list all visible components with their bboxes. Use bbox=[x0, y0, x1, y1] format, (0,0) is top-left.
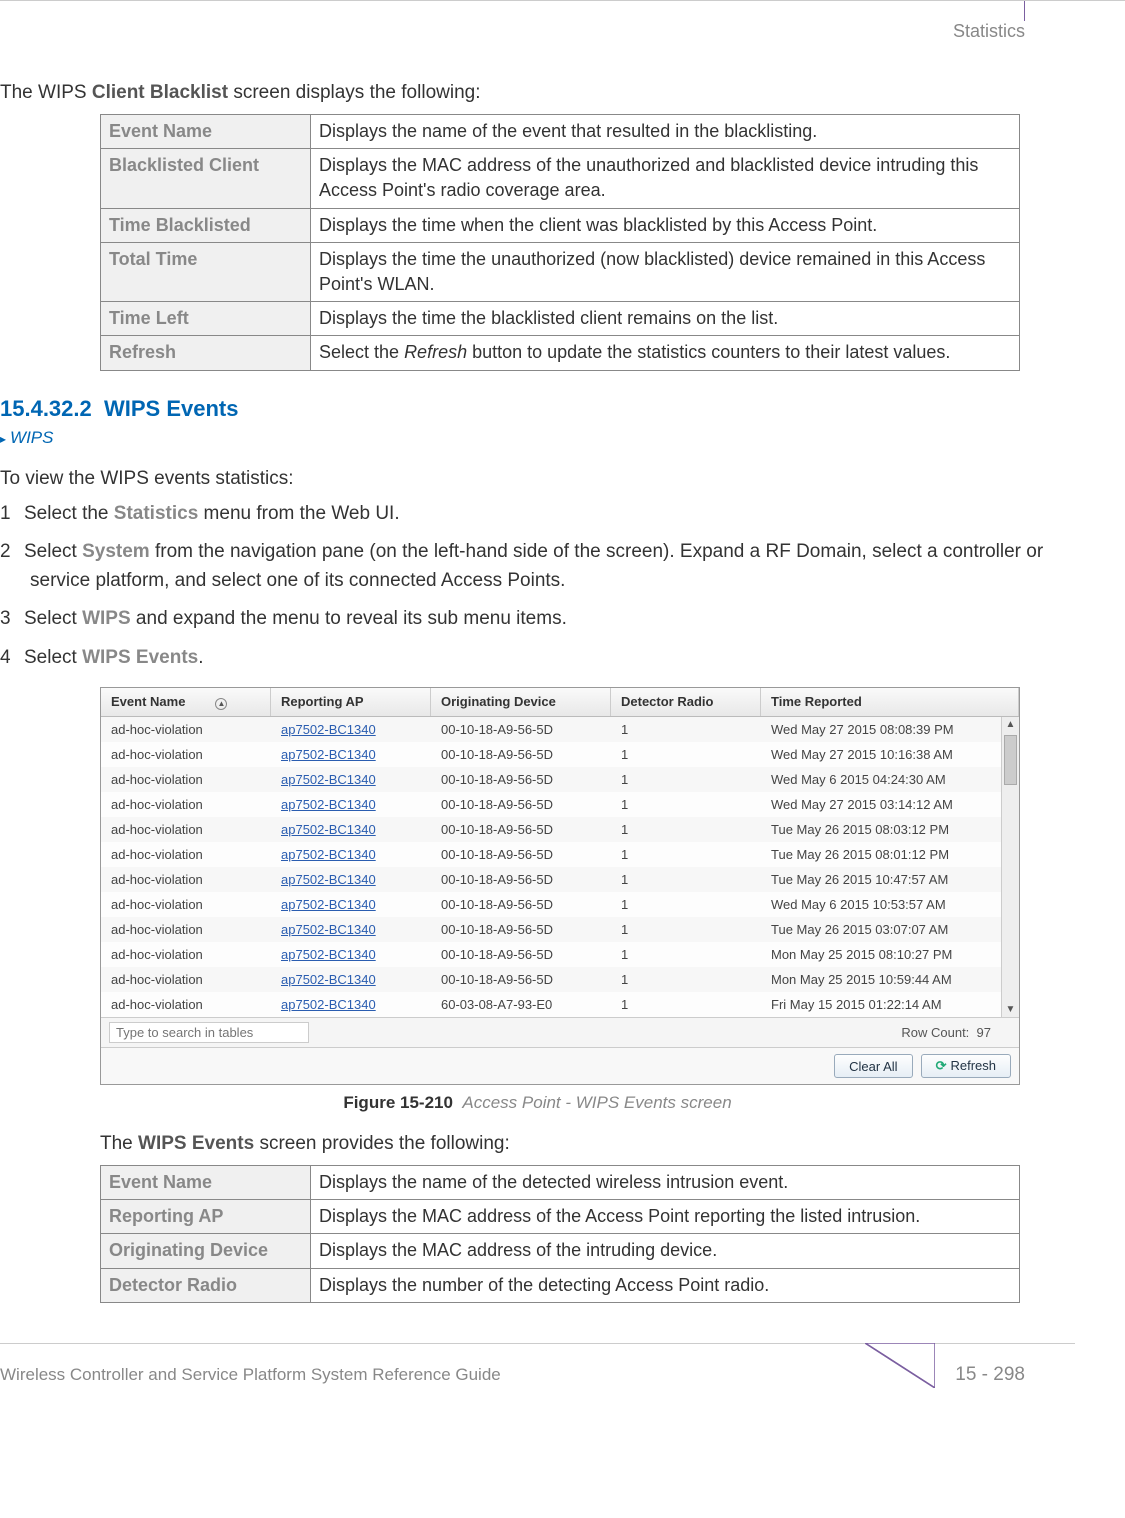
page-number: 15 - 298 bbox=[955, 1364, 1025, 1386]
table-row: Reporting APDisplays the MAC address of … bbox=[101, 1200, 1020, 1234]
table-row[interactable]: ad-hoc-violationap7502-BC134000-10-18-A9… bbox=[101, 742, 1019, 767]
col-event-name[interactable]: Event Name▲ bbox=[101, 688, 271, 716]
table-row[interactable]: ad-hoc-violationap7502-BC134000-10-18-A9… bbox=[101, 867, 1019, 892]
table-header: Event Name▲ Reporting AP Originating Dev… bbox=[101, 688, 1019, 717]
table-row: RefreshSelect the Refresh button to upda… bbox=[101, 336, 1020, 370]
intro-text-2: To view the WIPS events statistics: bbox=[0, 468, 1075, 490]
table-row[interactable]: ad-hoc-violationap7502-BC134000-10-18-A9… bbox=[101, 917, 1019, 942]
intro-text-3: The WIPS Events screen provides the foll… bbox=[100, 1133, 1075, 1155]
intro-text-1: The WIPS Client Blacklist screen display… bbox=[0, 82, 1075, 104]
row-count: Row Count: 97 bbox=[901, 1025, 991, 1040]
scrollbar[interactable]: ▲ ▼ bbox=[1001, 717, 1019, 1017]
col-reporting-ap[interactable]: Reporting AP bbox=[271, 688, 431, 716]
wips-events-screenshot: Event Name▲ Reporting AP Originating Dev… bbox=[100, 687, 1020, 1085]
table-row: Blacklisted ClientDisplays the MAC addre… bbox=[101, 149, 1020, 208]
sort-icon[interactable]: ▲ bbox=[215, 698, 227, 710]
step-item: 1Select the Statistics menu from the Web… bbox=[0, 500, 1075, 529]
table-row: Originating DeviceDisplays the MAC addre… bbox=[101, 1234, 1020, 1268]
table-row: Event NameDisplays the name of the detec… bbox=[101, 1166, 1020, 1200]
clear-all-button[interactable]: Clear All bbox=[834, 1054, 912, 1078]
table-row: Total TimeDisplays the time the unauthor… bbox=[101, 242, 1020, 301]
wips-events-table: Event NameDisplays the name of the detec… bbox=[100, 1165, 1020, 1303]
table-row[interactable]: ad-hoc-violationap7502-BC134000-10-18-A9… bbox=[101, 767, 1019, 792]
col-time-reported[interactable]: Time Reported bbox=[761, 688, 1019, 716]
figure-caption: Figure 15-210 Access Point - WIPS Events… bbox=[0, 1093, 1075, 1113]
header-section: Statistics bbox=[0, 21, 1075, 42]
table-row[interactable]: ad-hoc-violationap7502-BC134000-10-18-A9… bbox=[101, 942, 1019, 967]
step-item: 4Select WIPS Events. bbox=[0, 644, 1075, 673]
breadcrumb-wips[interactable]: WIPS bbox=[0, 428, 1075, 448]
table-row: Time BlacklistedDisplays the time when t… bbox=[101, 208, 1020, 242]
table-row: Event NameDisplays the name of the event… bbox=[101, 115, 1020, 149]
table-row[interactable]: ad-hoc-violationap7502-BC134000-10-18-A9… bbox=[101, 817, 1019, 842]
refresh-button[interactable]: Refresh bbox=[921, 1054, 1011, 1078]
table-row[interactable]: ad-hoc-violationap7502-BC134060-03-08-A7… bbox=[101, 992, 1019, 1017]
search-input[interactable] bbox=[109, 1022, 309, 1043]
table-row: Time LeftDisplays the time the blacklist… bbox=[101, 302, 1020, 336]
step-item: 3Select WIPS and expand the menu to reve… bbox=[0, 605, 1075, 634]
table-row[interactable]: ad-hoc-violationap7502-BC134000-10-18-A9… bbox=[101, 967, 1019, 992]
table-row[interactable]: ad-hoc-violationap7502-BC134000-10-18-A9… bbox=[101, 842, 1019, 867]
table-row[interactable]: ad-hoc-violationap7502-BC134000-10-18-A9… bbox=[101, 892, 1019, 917]
table-row[interactable]: ad-hoc-violationap7502-BC134000-10-18-A9… bbox=[101, 792, 1019, 817]
doc-title: Wireless Controller and Service Platform… bbox=[0, 1365, 501, 1385]
client-blacklist-table: Event NameDisplays the name of the event… bbox=[100, 114, 1020, 371]
steps-list: 1Select the Statistics menu from the Web… bbox=[0, 500, 1075, 673]
col-detector-radio[interactable]: Detector Radio bbox=[611, 688, 761, 716]
table-row: Detector RadioDisplays the number of the… bbox=[101, 1268, 1020, 1302]
col-originating-device[interactable]: Originating Device bbox=[431, 688, 611, 716]
corner-fold-icon bbox=[865, 1343, 935, 1388]
step-item: 2Select System from the navigation pane … bbox=[0, 538, 1075, 595]
page-footer: Wireless Controller and Service Platform… bbox=[0, 1343, 1075, 1396]
section-heading: 15.4.32.2 WIPS Events bbox=[0, 396, 1075, 422]
table-row[interactable]: ad-hoc-violationap7502-BC134000-10-18-A9… bbox=[101, 717, 1019, 742]
